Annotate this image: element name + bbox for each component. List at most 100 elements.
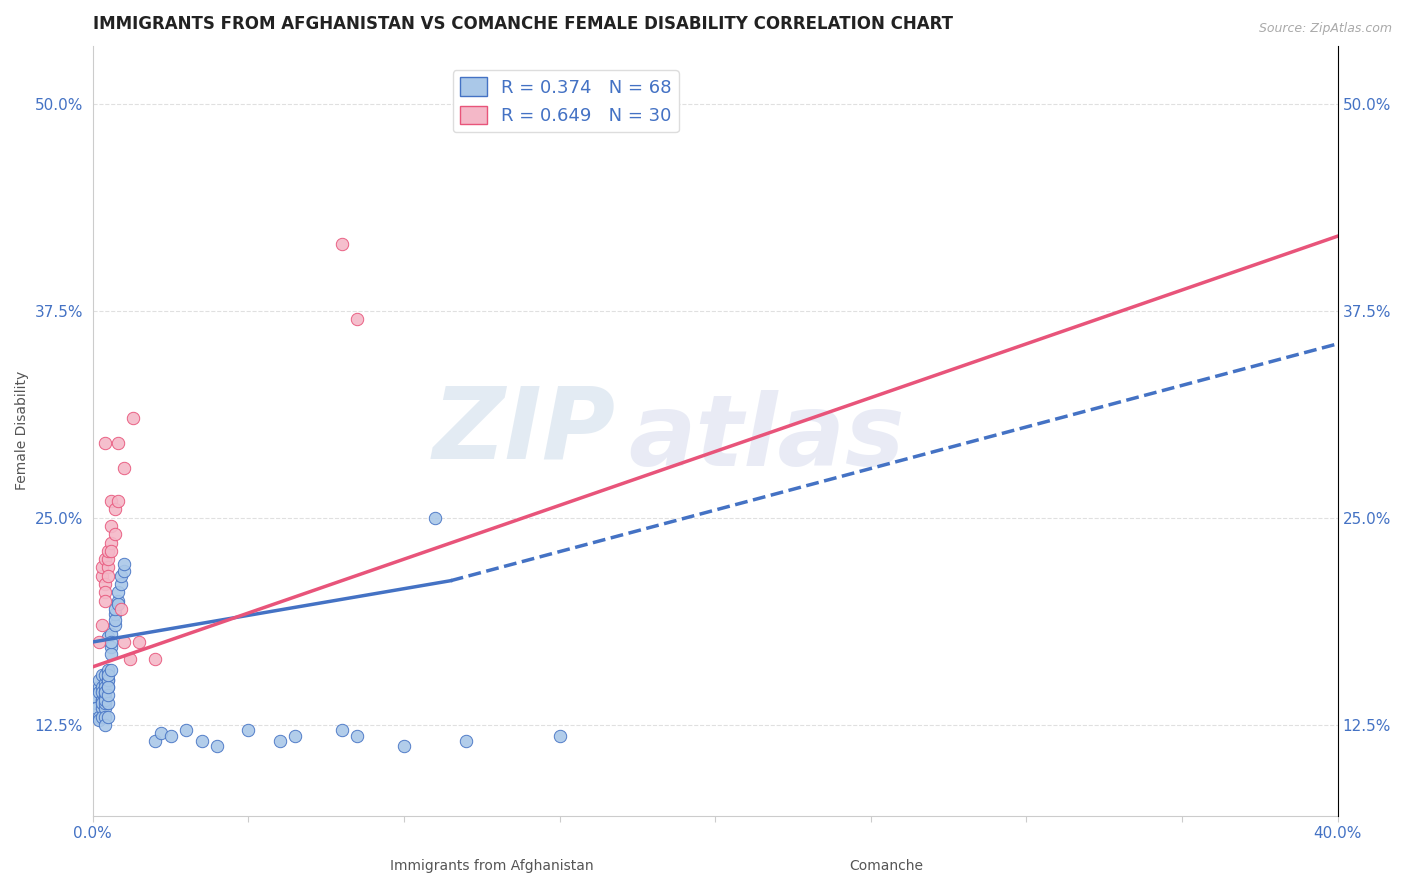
Point <box>94 552 117 566</box>
Point <box>94 709 117 723</box>
Point <box>91 696 114 710</box>
Point <box>97 630 120 644</box>
Point <box>110 602 132 616</box>
Point <box>284 730 307 744</box>
Point <box>91 693 114 707</box>
Point <box>94 680 117 694</box>
Point <box>94 718 117 732</box>
Point <box>423 510 446 524</box>
Point <box>103 527 125 541</box>
Point <box>100 494 122 508</box>
Point <box>91 709 114 723</box>
Point <box>150 726 173 740</box>
Point <box>103 607 125 621</box>
Text: Source: ZipAtlas.com: Source: ZipAtlas.com <box>1258 22 1392 36</box>
Text: IMMIGRANTS FROM AFGHANISTAN VS COMANCHE FEMALE DISABILITY CORRELATION CHART: IMMIGRANTS FROM AFGHANISTAN VS COMANCHE … <box>93 15 953 33</box>
Point <box>346 312 368 326</box>
Point <box>330 237 353 252</box>
Point <box>97 709 120 723</box>
Point <box>94 585 117 599</box>
Point <box>97 560 120 574</box>
Point <box>120 651 142 665</box>
Point <box>159 730 181 744</box>
Point <box>94 701 117 715</box>
Point <box>91 668 114 682</box>
Point <box>94 436 117 450</box>
Point <box>100 663 122 677</box>
Point <box>91 618 114 632</box>
Point <box>107 597 129 611</box>
Text: ZIP: ZIP <box>433 383 616 479</box>
Point <box>87 709 110 723</box>
Point <box>103 614 125 628</box>
Point <box>91 560 114 574</box>
Point <box>87 680 110 694</box>
Point <box>174 723 197 737</box>
Point <box>207 739 229 754</box>
Point <box>94 696 117 710</box>
Point <box>107 436 129 450</box>
Point <box>97 688 120 702</box>
Y-axis label: Female Disability: Female Disability <box>15 371 30 491</box>
Point <box>112 461 135 475</box>
Point <box>87 713 110 727</box>
Point <box>110 568 132 582</box>
Point <box>107 494 129 508</box>
Point <box>87 635 110 649</box>
Point <box>346 730 368 744</box>
Point <box>94 593 117 607</box>
Point <box>190 734 212 748</box>
Point <box>91 680 114 694</box>
Point <box>97 568 120 582</box>
Point <box>97 680 120 694</box>
Point <box>100 635 122 649</box>
Text: atlas: atlas <box>628 390 904 487</box>
Text: Comanche: Comanche <box>849 859 922 872</box>
Point <box>110 577 132 591</box>
Point <box>91 684 114 698</box>
Point <box>94 676 117 690</box>
Point <box>97 673 120 687</box>
Point <box>84 690 107 704</box>
Point <box>91 568 114 582</box>
Point <box>456 734 478 748</box>
Point <box>100 640 122 654</box>
Point <box>94 684 117 698</box>
Point <box>100 519 122 533</box>
Point <box>103 618 125 632</box>
Point <box>94 577 117 591</box>
Point <box>94 690 117 704</box>
Point <box>548 730 571 744</box>
Point <box>94 693 117 707</box>
Point <box>87 684 110 698</box>
Point <box>100 626 122 640</box>
Point <box>94 684 117 698</box>
Point <box>107 593 129 607</box>
Point <box>392 739 415 754</box>
Point <box>97 668 120 682</box>
Point <box>112 635 135 649</box>
Point <box>94 668 117 682</box>
Point <box>91 693 114 707</box>
Point <box>84 696 107 710</box>
Point <box>100 535 122 549</box>
Point <box>87 673 110 687</box>
Point <box>97 663 120 677</box>
Point <box>100 544 122 558</box>
Point <box>84 701 107 715</box>
Point <box>97 673 120 687</box>
Point <box>128 635 150 649</box>
Point <box>330 723 353 737</box>
Point <box>143 651 166 665</box>
Point <box>143 734 166 748</box>
Point <box>97 552 120 566</box>
Point <box>97 680 120 694</box>
Point <box>91 701 114 715</box>
Point <box>103 502 125 516</box>
Point <box>103 602 125 616</box>
Point <box>122 411 145 425</box>
Point <box>97 696 120 710</box>
Point <box>97 544 120 558</box>
Point <box>112 557 135 571</box>
Text: Immigrants from Afghanistan: Immigrants from Afghanistan <box>391 859 593 872</box>
